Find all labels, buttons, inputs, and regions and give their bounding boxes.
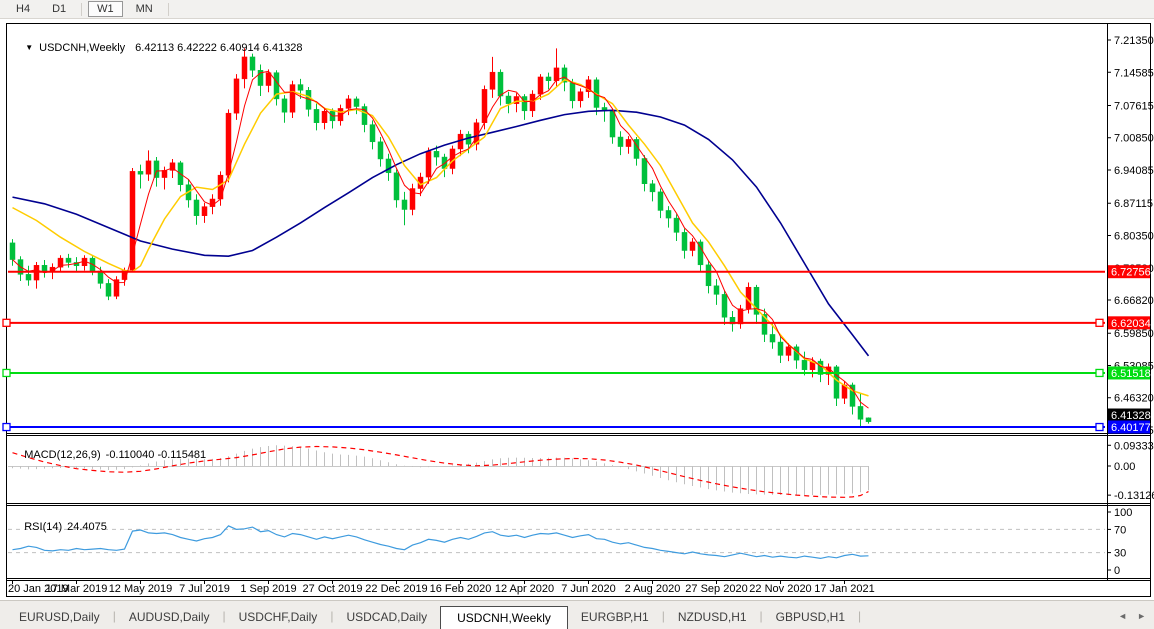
timeframe-button-h4[interactable]: H4 bbox=[7, 1, 39, 17]
collapse-indicator-icon[interactable]: ▼ bbox=[25, 43, 34, 52]
svg-text:6.51518: 6.51518 bbox=[1111, 368, 1151, 380]
timeframe-button-mn[interactable]: MN bbox=[127, 1, 162, 17]
symbol-period-label: USDCNH,Weekly bbox=[39, 42, 126, 54]
svg-text:6.94085: 6.94085 bbox=[1114, 165, 1154, 177]
svg-text:16 Feb 2020: 16 Feb 2020 bbox=[430, 583, 492, 595]
chart-title: ▼ USDCNH,Weekly 6.42113 6.42222 6.40914 6.… bbox=[13, 30, 303, 66]
tab-scroll-right-icon[interactable]: ► bbox=[1137, 611, 1146, 621]
horizontal-line-6.40177[interactable]: 6.40177 bbox=[2, 420, 1151, 435]
svg-text:1 Sep 2019: 1 Sep 2019 bbox=[240, 583, 296, 595]
tab-scroll-left-icon[interactable]: ◄ bbox=[1118, 611, 1128, 621]
chart-tab-usdcad[interactable]: USDCAD,Daily bbox=[346, 610, 428, 624]
macd-name: MACD(12,26,9) bbox=[24, 449, 101, 461]
candlestick-series bbox=[9, 48, 872, 427]
ma-medium-line bbox=[12, 78, 869, 397]
tab-separator: | bbox=[330, 609, 334, 623]
chart-tab-audusd[interactable]: AUDUSD,Daily bbox=[128, 610, 210, 624]
rsi-name: RSI(14) bbox=[24, 521, 63, 533]
svg-text:6.59850: 6.59850 bbox=[1114, 328, 1154, 340]
tab-separator: | bbox=[661, 609, 665, 623]
timeframe-button-d1[interactable]: D1 bbox=[43, 1, 75, 17]
tab-separator: | bbox=[759, 609, 763, 623]
timeframe-button-w1[interactable]: W1 bbox=[88, 1, 123, 17]
svg-text:7.21350: 7.21350 bbox=[1114, 35, 1154, 47]
rsi-indicator-label: RSI(14) 24.4075 bbox=[12, 509, 107, 545]
ohlc-values: 6.42113 6.42222 6.40914 6.41328 bbox=[135, 42, 303, 54]
svg-text:2 Aug 2020: 2 Aug 2020 bbox=[625, 583, 681, 595]
horizontal-line-6.62034[interactable]: 6.62034 bbox=[2, 316, 1151, 330]
svg-text:7.00850: 7.00850 bbox=[1114, 133, 1154, 145]
svg-text:100: 100 bbox=[1114, 507, 1132, 519]
chart-tab-gbpusd[interactable]: GBPUSD,H1 bbox=[775, 610, 846, 624]
svg-text:27 Oct 2019: 27 Oct 2019 bbox=[303, 583, 363, 595]
svg-text:6.80350: 6.80350 bbox=[1114, 230, 1154, 242]
tab-scroll-arrows: ◄ ► bbox=[1118, 612, 1146, 621]
svg-text:6.87115: 6.87115 bbox=[1114, 198, 1153, 210]
horizontal-line-6.72756[interactable]: 6.72756 bbox=[8, 265, 1151, 279]
svg-text:-0.131263: -0.131263 bbox=[1114, 490, 1154, 502]
svg-text:27 Sep 2020: 27 Sep 2020 bbox=[685, 583, 747, 595]
macd-indicator-label: MACD(12,26,9) -0.110040 -0.115481 bbox=[12, 437, 206, 473]
chart-canvas[interactable]: 7.21350 7.14585 7.07615 7.00850 6.94085 6.871… bbox=[0, 0, 1154, 600]
tab-separator: | bbox=[222, 609, 226, 623]
chart-tab-eurusd[interactable]: EURUSD,Daily bbox=[19, 610, 100, 624]
svg-text:0.00: 0.00 bbox=[1114, 461, 1135, 473]
svg-text:22 Nov 2020: 22 Nov 2020 bbox=[749, 583, 811, 595]
tab-separator: | bbox=[112, 609, 116, 623]
svg-text:20 Jan 2019: 20 Jan 2019 bbox=[8, 583, 69, 595]
timeframe-toolbar: H4 D1 W1 MN bbox=[0, 0, 1154, 19]
tab-separator: | bbox=[858, 609, 862, 623]
svg-text:7 Jun 2020: 7 Jun 2020 bbox=[561, 583, 615, 595]
svg-text:6.46320: 6.46320 bbox=[1114, 393, 1154, 405]
svg-text:7.14585: 7.14585 bbox=[1114, 67, 1154, 79]
svg-text:6.72756: 6.72756 bbox=[1111, 267, 1151, 279]
horizontal-line-6.51518[interactable]: 6.51518 bbox=[2, 366, 1151, 380]
svg-text:0.09333: 0.09333 bbox=[1114, 440, 1154, 452]
macd-signal-line bbox=[12, 445, 869, 498]
svg-text:7 Jul 2019: 7 Jul 2019 bbox=[179, 583, 230, 595]
ma-fast-line bbox=[12, 70, 869, 409]
rsi-line bbox=[12, 525, 869, 560]
svg-text:17 Mar 2019: 17 Mar 2019 bbox=[46, 583, 108, 595]
chart-frame bbox=[6, 23, 1151, 597]
macd-current-values: -0.110040 -0.115481 bbox=[105, 449, 207, 461]
ma-slow-line bbox=[12, 109, 870, 357]
toolbar-separator bbox=[167, 2, 169, 16]
current-price-label: 6.41328 bbox=[1108, 408, 1151, 422]
svg-text:17 Jan 2021: 17 Jan 2021 bbox=[814, 583, 875, 595]
svg-text:30: 30 bbox=[1114, 548, 1126, 560]
svg-text:0: 0 bbox=[1114, 565, 1120, 577]
svg-text:6.62034: 6.62034 bbox=[1111, 318, 1151, 330]
svg-text:7.07615: 7.07615 bbox=[1114, 100, 1154, 112]
svg-text:6.66820: 6.66820 bbox=[1114, 295, 1154, 307]
svg-text:22 Dec 2019: 22 Dec 2019 bbox=[365, 583, 427, 595]
svg-text:12 May 2019: 12 May 2019 bbox=[109, 583, 173, 595]
macd-panel: 0.09333 0.00 -0.131263 bbox=[8, 440, 1154, 502]
chart-tab-usdcnh[interactable]: USDCNH,Weekly bbox=[440, 606, 568, 629]
chart-tab-nzdusd[interactable]: NZDUSD,H1 bbox=[677, 610, 747, 624]
chart-tab-usdchf[interactable]: USDCHF,Daily bbox=[238, 610, 318, 624]
svg-text:12 Apr 2020: 12 Apr 2020 bbox=[495, 583, 554, 595]
toolbar-separator bbox=[81, 2, 83, 16]
chart-tab-bar: EURUSD,Daily | AUDUSD,Daily | USDCHF,Daily | U… bbox=[0, 600, 1154, 629]
chart-tab-eurgbp[interactable]: EURGBP,H1 bbox=[580, 610, 649, 624]
svg-text:70: 70 bbox=[1114, 524, 1126, 536]
price-axis: 7.21350 7.14585 7.07615 7.00850 6.94085 6.871… bbox=[1107, 35, 1154, 437]
rsi-current-value: 24.4075 bbox=[67, 521, 107, 533]
svg-text:6.40177: 6.40177 bbox=[1111, 422, 1151, 434]
svg-text:6.41328: 6.41328 bbox=[1111, 410, 1151, 422]
rsi-panel: 100 70 30 0 bbox=[8, 507, 1132, 577]
